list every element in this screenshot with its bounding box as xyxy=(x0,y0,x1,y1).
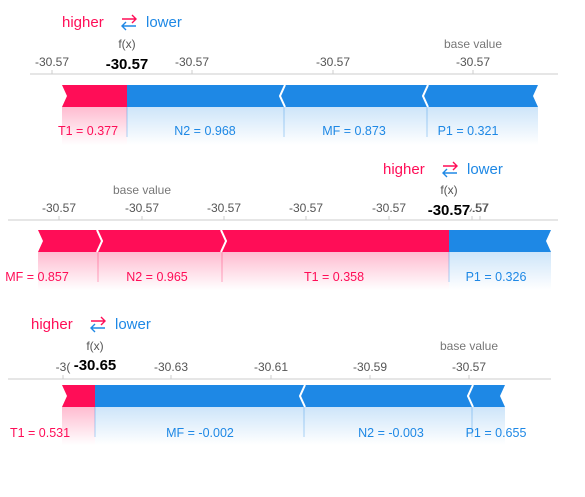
tick-label: -30.57 xyxy=(456,55,490,69)
base-value-label: base value xyxy=(440,339,498,353)
tick-label: -30.59 xyxy=(353,360,387,374)
tick-label: -30.61 xyxy=(254,360,288,374)
legend: higher lower xyxy=(383,161,503,178)
legend: higher lower xyxy=(31,316,151,333)
force-segment-negative xyxy=(299,385,472,407)
force-plot-3: higher lower -3( -30.63 -30.61 -30.59 -30.57 ba… xyxy=(8,316,551,445)
force-segment-negative xyxy=(95,385,304,407)
fx-value: -30.57 xyxy=(428,202,471,219)
tick-label: .57 xyxy=(472,201,489,215)
legend-arrows-icon xyxy=(121,14,137,31)
tick-label: -30.57 xyxy=(42,201,76,215)
segment-chevron xyxy=(96,229,104,253)
tick-label: -30.57 xyxy=(455,201,489,215)
tick-label: -30.57 xyxy=(289,201,323,215)
segment-shade xyxy=(284,107,427,145)
segment-chevron xyxy=(421,84,429,108)
fx-label: f(x) xyxy=(86,339,103,353)
force-segment-positive xyxy=(98,230,227,252)
tick-label: -30.63 xyxy=(154,360,188,374)
segment-shade xyxy=(449,252,551,290)
legend-higher-label: higher xyxy=(383,161,425,178)
tick-label: -30.57 xyxy=(452,360,486,374)
force-bar xyxy=(62,384,505,445)
force-segment-negative xyxy=(422,85,538,107)
force-segment-negative xyxy=(279,85,427,107)
force-segment-negative xyxy=(467,385,505,407)
force-segment-positive xyxy=(38,230,103,252)
segment-label: N2 = 0.965 xyxy=(126,270,188,284)
fx-value: -30.57 xyxy=(106,56,149,73)
force-segment-negative xyxy=(127,85,284,107)
segment-label: MF = -0.002 xyxy=(166,426,234,440)
segment-label: N2 = 0.968 xyxy=(174,124,236,138)
segment-shade xyxy=(472,407,505,445)
force-segment-positive xyxy=(62,385,95,407)
tick-label: -30.57 xyxy=(175,55,209,69)
base-value-label: base value xyxy=(113,183,171,197)
legend-arrows-icon xyxy=(90,316,106,333)
force-segment-positive xyxy=(62,85,127,107)
force-plot-2: higher lower-30.57 -30.57 -30.57 -30.57 -30.5… xyxy=(5,161,558,290)
segment-label: P1 = 0.655 xyxy=(466,426,527,440)
legend-lower-label: lower xyxy=(467,161,503,178)
force-bar xyxy=(62,84,538,145)
fx-label: f(x) xyxy=(440,183,457,197)
tick-label: -30.57 xyxy=(372,201,406,215)
force-plot-1: higher lower -30.57 -30.57 -30.57 -30.57 base … xyxy=(30,14,558,145)
segment-label: MF = 0.873 xyxy=(322,124,386,138)
force-segment-positive xyxy=(222,230,449,252)
segment-label: MF = 0.857 xyxy=(5,270,69,284)
segment-shade xyxy=(38,252,98,290)
segment-shade xyxy=(427,107,538,145)
segment-chevron xyxy=(466,384,474,408)
segment-shade xyxy=(98,252,222,290)
tick-label: -30.57 xyxy=(35,55,69,69)
fx-value: -30.65 xyxy=(74,357,117,374)
legend-higher-label: higher xyxy=(31,316,73,333)
segment-label: P1 = 0.326 xyxy=(466,270,527,284)
segment-shade xyxy=(95,407,304,445)
force-bar xyxy=(38,229,551,290)
segment-label: N2 = -0.003 xyxy=(358,426,424,440)
legend-higher-label: higher xyxy=(62,14,104,31)
segment-chevron xyxy=(298,384,306,408)
force-segment-negative xyxy=(449,230,551,252)
legend: higher lower xyxy=(62,14,182,31)
segment-chevron xyxy=(278,84,286,108)
segment-shade xyxy=(222,252,449,290)
legend-arrows-icon xyxy=(442,161,458,178)
segment-label: P1 = 0.321 xyxy=(438,124,499,138)
segment-label: T1 = 0.377 xyxy=(58,124,118,138)
base-value-label: base value xyxy=(444,37,502,51)
segment-label: T1 = 0.358 xyxy=(304,270,364,284)
tick-label: -30.57 xyxy=(125,201,159,215)
segment-shade xyxy=(62,407,95,445)
segment-shade xyxy=(304,407,472,445)
legend-lower-label: lower xyxy=(146,14,182,31)
tick-label: -3( xyxy=(56,360,71,374)
fx-label: f(x) xyxy=(118,37,135,51)
segment-shade xyxy=(62,107,127,145)
segment-chevron xyxy=(220,229,228,253)
tick-label: -30.57 xyxy=(207,201,241,215)
legend-lower-label: lower xyxy=(115,316,151,333)
segment-shade xyxy=(127,107,284,145)
segment-label: T1 = 0.531 xyxy=(10,426,70,440)
tick-label: -30.57 xyxy=(316,55,350,69)
